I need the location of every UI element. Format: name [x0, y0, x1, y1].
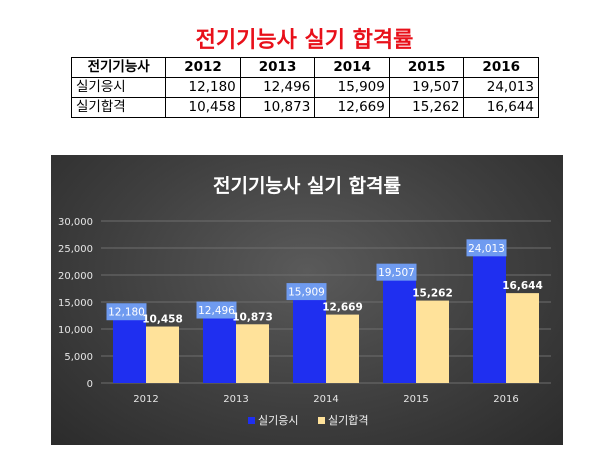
legend-label: 실기합격: [328, 414, 368, 427]
data-label-box: [106, 303, 147, 321]
table-cell: 16,644: [463, 97, 539, 118]
bar: [416, 300, 449, 383]
table-header-cell: 2015: [388, 57, 465, 78]
bar: [506, 293, 539, 383]
y-tick-label: 15,000: [58, 298, 93, 309]
table-row-label: 실기합격: [70, 97, 167, 118]
table-cell: 10,458: [165, 97, 241, 118]
table-cell: 24,013: [463, 77, 539, 98]
data-table: 전기기능사 2012 2013 2014 2015 2016 실기응시 12,1…: [70, 57, 539, 118]
legend-swatch: [248, 417, 255, 424]
table-cell: 15,262: [388, 97, 465, 118]
x-tick-label: 2014: [313, 394, 338, 405]
bar: [146, 326, 179, 383]
x-tick-label: 2016: [493, 394, 518, 405]
data-label: 15,909: [288, 287, 325, 299]
data-label: 12,180: [108, 307, 145, 319]
page-title: 전기기능사 실기 합격률: [195, 28, 414, 53]
bar: [293, 297, 326, 383]
table-cell: 12,180: [165, 77, 241, 98]
bar: [383, 277, 416, 383]
data-label: 12,496: [198, 305, 235, 317]
bar: [326, 314, 359, 383]
table-header-cell: 2012: [165, 57, 241, 78]
legend-swatch: [318, 417, 325, 424]
y-tick-label: 0: [87, 379, 93, 390]
table-header-cell: 2016: [463, 57, 539, 78]
bar-chart: 전기기능사 실기 합격률 0 5,000 10,000 15,000 20,000 25,0…: [58, 175, 551, 427]
data-label: 10,873: [232, 311, 273, 323]
bar: [473, 253, 506, 383]
data-label: 10,458: [142, 314, 183, 326]
y-tick-label: 10,000: [58, 325, 93, 336]
data-label: 16,644: [502, 280, 543, 292]
table-header-cell: 2013: [239, 57, 316, 78]
x-tick-label: 2012: [133, 394, 158, 405]
y-tick-label: 30,000: [58, 217, 93, 228]
y-tick-label: 20,000: [58, 271, 93, 282]
table-header-cell: 전기기능사: [70, 57, 167, 78]
data-label: 24,013: [468, 243, 505, 255]
table-header-row: 전기기능사 2012 2013 2014 2015 2016: [70, 57, 539, 78]
y-tick-label: 5,000: [64, 352, 93, 363]
x-tick-label: 2013: [223, 394, 248, 405]
table-row: 실기응시 12,180 12,496 15,909 19,507 24,013: [70, 77, 539, 98]
table-row-label: 실기응시: [70, 77, 167, 98]
table-cell: 15,909: [314, 77, 390, 98]
table-cell: 10,873: [239, 97, 316, 118]
bar: [113, 317, 146, 383]
legend-label: 실기응시: [258, 414, 298, 427]
table-header-cell: 2014: [314, 57, 390, 78]
data-label: 15,262: [412, 288, 453, 300]
table-cell: 12,496: [239, 77, 316, 98]
table-cell: 12,669: [314, 97, 390, 118]
data-label-box: [286, 283, 327, 301]
data-label-box: [466, 239, 507, 257]
table-cell: 19,507: [388, 77, 465, 98]
bar: [236, 324, 269, 383]
data-label: 19,507: [378, 267, 415, 279]
bar: [203, 315, 236, 383]
table-row: 실기합격 10,458 10,873 12,669 15,262 16,644: [70, 97, 539, 118]
x-tick-label: 2015: [403, 394, 428, 405]
data-label-box: [196, 301, 237, 319]
y-tick-label: 25,000: [58, 244, 93, 255]
chart-title: 전기기능사 실기 합격률: [213, 175, 401, 197]
data-label-box: [376, 263, 417, 281]
chart-area: 전기기능사 실기 합격률 0 5,000 10,000 15,000 20,000 25,0…: [51, 155, 563, 445]
data-label: 12,669: [322, 302, 363, 314]
